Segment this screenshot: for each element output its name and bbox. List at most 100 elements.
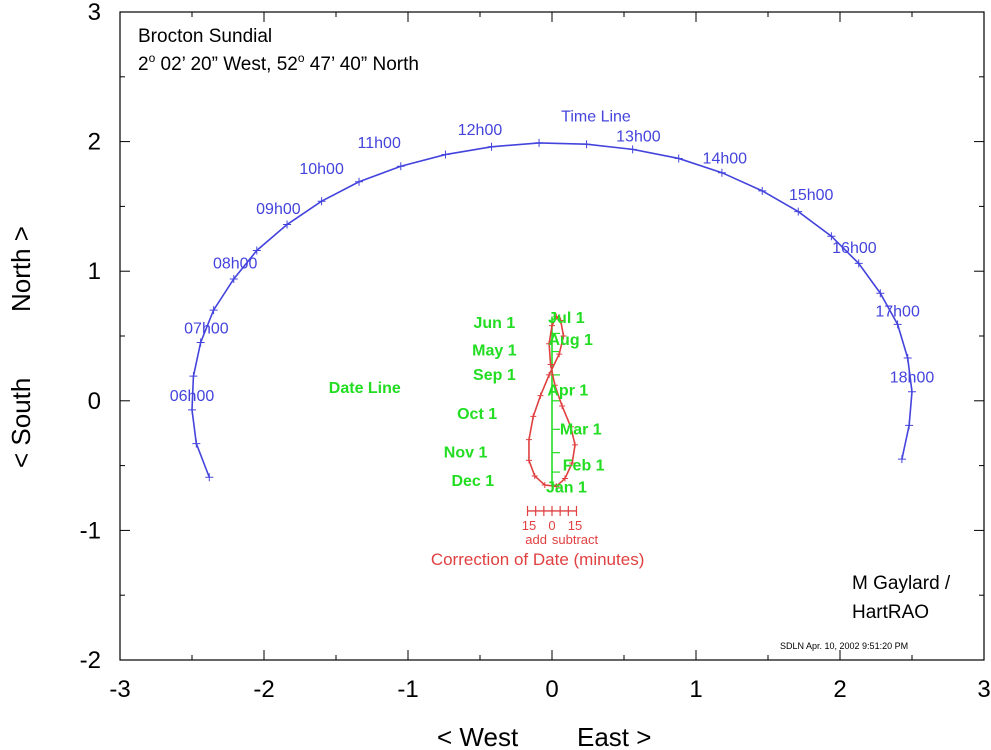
analemma-marker (561, 475, 568, 482)
analemma-marker (557, 317, 564, 324)
time-line-marker (441, 150, 450, 159)
month-label: Dec 1 (451, 473, 494, 490)
analemma-group: Jun 1 Jul 1 May 1 Aug 1 Sep 1 Apr 1 Oct 1 Mar 1… (444, 310, 605, 497)
time-line-marker (229, 274, 238, 283)
month-label: Nov 1 (444, 445, 488, 462)
hour-label: 12h00 (458, 122, 503, 139)
hour-label: 14h00 (703, 151, 748, 168)
x-tick-label: 2 (833, 676, 846, 703)
hour-label: 08h00 (213, 256, 258, 273)
x-tick-label: -1 (397, 676, 418, 703)
chart-title: Brocton Sundial (138, 26, 272, 47)
frame-ticks (119, 11, 985, 661)
lat-degree-mark: o (298, 51, 305, 65)
chart-coordinates: 2o 02’ 20” West, 52o 47’ 40” North (138, 51, 419, 75)
time-line-marker (717, 168, 726, 177)
month-label: Jan 1 (546, 480, 587, 497)
y-tick-label: 1 (88, 258, 101, 285)
time-line-group: 06h00 07h00 08h00 09h00 10h00 11h00 12h00 13h00… (170, 109, 935, 482)
analemma-marker (567, 423, 574, 430)
time-line-marker (317, 197, 326, 206)
time-line-marker (582, 140, 591, 149)
analemma-marker (531, 472, 538, 479)
y-tick-labels: -2 -1 0 1 2 3 (80, 0, 101, 674)
lon-degrees: 2 (138, 54, 149, 75)
time-line-marker (355, 177, 364, 186)
month-label: Feb 1 (563, 458, 605, 475)
month-label: May 1 (472, 342, 517, 359)
time-line-marker (628, 145, 637, 154)
month-label: Sep 1 (473, 367, 516, 384)
y-tick-label: 3 (88, 0, 101, 26)
analemma-marker (546, 371, 553, 378)
time-line-marker (893, 320, 902, 329)
analemma-marker (551, 382, 558, 389)
time-line-marker (905, 421, 914, 430)
time-line-marker (535, 138, 544, 147)
hour-label: 09h00 (256, 201, 301, 218)
correction-scale-label: 15 (522, 518, 536, 533)
analemma-curve (528, 315, 576, 488)
lat-rest: 47’ 40” North (305, 54, 419, 75)
time-line-marker (487, 142, 496, 151)
analemma-marker (547, 361, 554, 368)
analemma-marker (560, 333, 567, 339)
time-line-marker (903, 354, 912, 363)
time-line-marker (758, 186, 767, 195)
analemma-marker (541, 482, 548, 489)
time-line-label: Time Line (561, 109, 631, 126)
correction-scale-label: 15 (568, 518, 582, 533)
time-line-marker (283, 220, 292, 229)
month-label: Jun 1 (474, 315, 516, 332)
analemma-marker (572, 441, 579, 448)
time-line-marker (189, 372, 198, 381)
x-axis-label-west: < West (437, 722, 519, 750)
time-line-marker (908, 387, 916, 396)
month-label: Mar 1 (560, 421, 602, 438)
hour-label: 15h00 (789, 187, 834, 204)
time-line-marker (794, 207, 803, 216)
hour-label: 10h00 (299, 161, 344, 178)
time-line-marker (674, 154, 683, 163)
analemma-marker (553, 483, 560, 490)
month-label: Aug 1 (548, 332, 593, 349)
analemma-marker (530, 413, 537, 420)
analemma-marker (525, 436, 532, 443)
correction-scale-label: 0 (548, 518, 555, 533)
credit-line-2: HartRAO (852, 602, 929, 623)
hour-label: 18h00 (890, 370, 935, 387)
x-tick-label: 1 (689, 676, 702, 703)
analemma-marker (556, 351, 563, 358)
x-tick-label: 3 (977, 676, 990, 703)
y-tick-label: -1 (80, 517, 101, 544)
y-tick-label: -2 (80, 647, 101, 674)
correction-subtract-label: subtract (552, 532, 599, 547)
time-line-marker (188, 405, 196, 414)
time-line-marker (252, 246, 261, 255)
analemma-marker (559, 402, 566, 409)
hour-label: 11h00 (358, 135, 401, 152)
y-tick-label: 2 (88, 129, 101, 156)
time-line-marker (897, 455, 906, 464)
month-label: Jul 1 (548, 310, 585, 327)
y-tick-label: 0 (88, 388, 101, 415)
analemma-marker (546, 340, 553, 347)
hour-label: 13h00 (616, 129, 661, 146)
hour-label: 16h00 (832, 240, 877, 257)
x-axis-label-east: East > (577, 722, 651, 750)
analemma-marker (569, 460, 576, 467)
time-line-marker (205, 473, 214, 482)
x-tick-label: -3 (109, 676, 130, 703)
time-line-marker (827, 232, 836, 241)
analemma-marker (537, 392, 544, 399)
lon-degree-mark: o (149, 51, 156, 65)
x-tick-label: -2 (253, 676, 274, 703)
correction-add-label: add (525, 532, 547, 547)
time-line-marker (876, 289, 885, 298)
time-line-marker (192, 439, 201, 448)
x-tick-label: 0 (545, 676, 558, 703)
hour-label: 07h00 (184, 320, 229, 337)
analemma-marker (553, 313, 560, 320)
